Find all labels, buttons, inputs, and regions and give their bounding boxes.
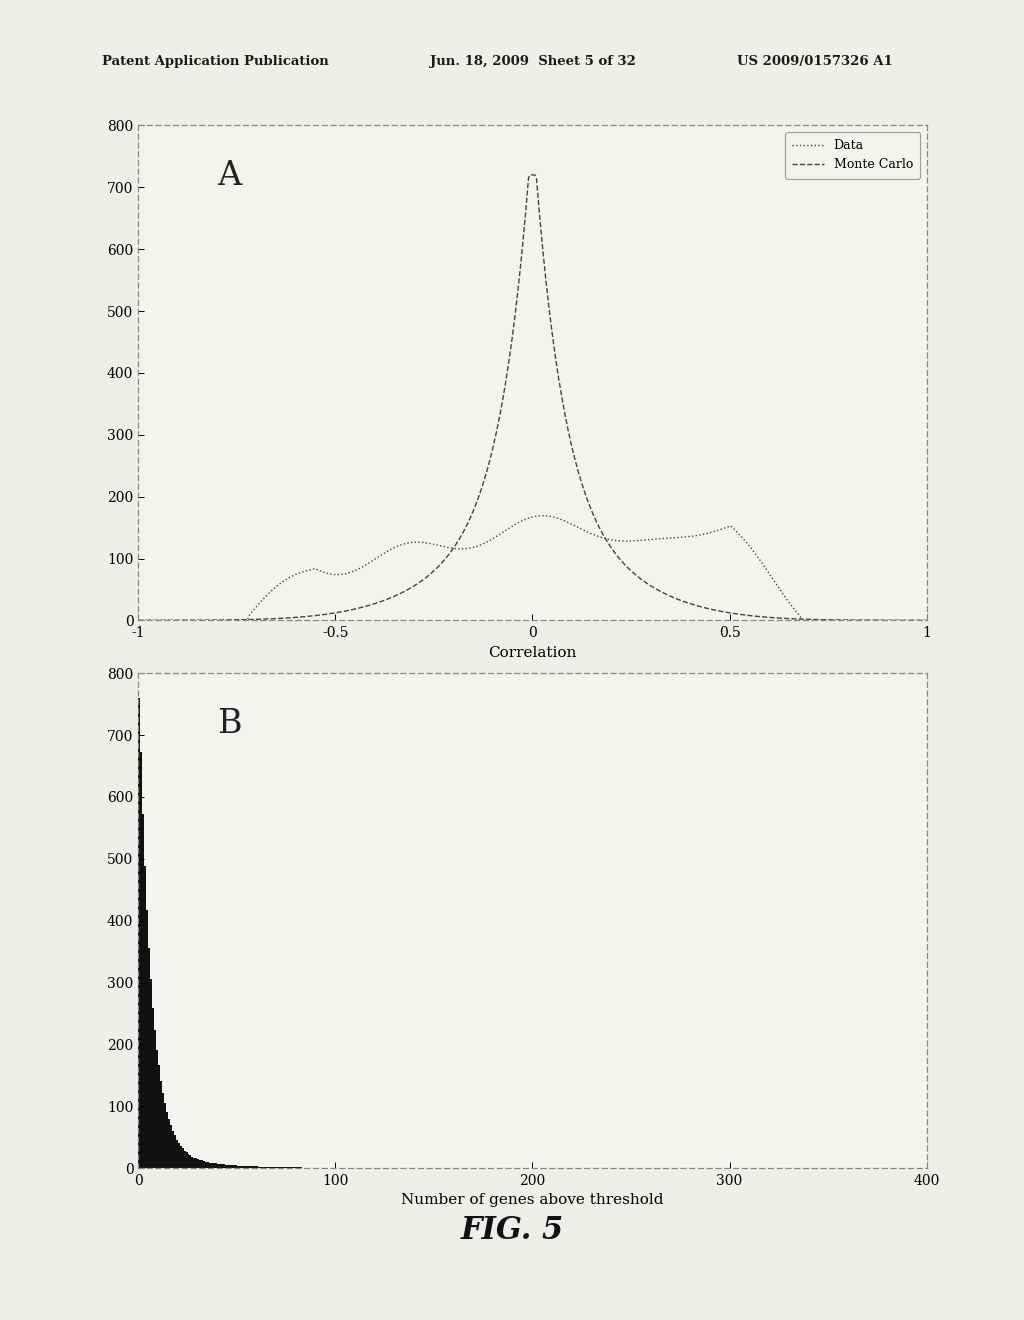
X-axis label: Correlation: Correlation (488, 645, 577, 660)
Bar (258, 1167, 260, 1168)
Bar (211, 1163, 213, 1168)
Data (507, 517, 519, 533)
Monte Carlo (921, 612, 933, 628)
Bar (253, 1167, 255, 1168)
Bar (213, 1163, 215, 1168)
Bar (172, 1131, 174, 1168)
Bar (170, 1126, 172, 1168)
Data (903, 612, 915, 628)
Data (780, 590, 793, 606)
Bar (204, 1162, 205, 1168)
Text: A: A (217, 160, 242, 191)
X-axis label: Number of genes above threshold: Number of genes above threshold (401, 1193, 664, 1208)
Bar (245, 1166, 247, 1168)
Bar (151, 978, 152, 1168)
Bar (187, 1154, 189, 1168)
Data (132, 612, 144, 628)
Monte Carlo (132, 612, 144, 628)
Bar (148, 949, 151, 1168)
Bar (178, 1143, 179, 1168)
Bar (249, 1166, 251, 1168)
Bar (154, 1030, 156, 1168)
Data (537, 508, 549, 524)
Bar (200, 1160, 202, 1168)
Data (511, 515, 523, 531)
Bar (152, 1007, 154, 1168)
Monte Carlo (903, 612, 915, 628)
Bar (183, 1151, 185, 1168)
Line: Data: Data (138, 516, 927, 620)
Monte Carlo (511, 286, 523, 302)
Bar (205, 1162, 207, 1168)
Legend: Data, Monte Carlo: Data, Monte Carlo (784, 132, 921, 180)
Monte Carlo (507, 326, 519, 342)
Data (560, 513, 572, 529)
Text: Jun. 18, 2009  Sheet 5 of 32: Jun. 18, 2009 Sheet 5 of 32 (430, 55, 636, 69)
Bar (185, 1152, 187, 1168)
Bar (144, 866, 146, 1168)
Bar (189, 1155, 191, 1168)
Bar (179, 1146, 181, 1168)
Bar (166, 1111, 168, 1168)
Monte Carlo (780, 611, 793, 627)
Line: Monte Carlo: Monte Carlo (138, 174, 927, 620)
Bar (230, 1166, 232, 1168)
Text: FIG. 5: FIG. 5 (461, 1214, 563, 1246)
Monte Carlo (560, 414, 572, 430)
Bar (164, 1104, 166, 1168)
Bar (174, 1135, 176, 1168)
Bar (232, 1166, 234, 1168)
Bar (241, 1166, 243, 1168)
Bar (176, 1139, 178, 1168)
Bar (243, 1166, 245, 1168)
Bar (194, 1158, 196, 1168)
Bar (142, 814, 144, 1168)
Bar (255, 1167, 256, 1168)
Bar (219, 1164, 221, 1168)
Bar (264, 1167, 266, 1168)
Data (921, 612, 933, 628)
Bar (223, 1164, 225, 1168)
Data (603, 532, 615, 548)
Bar (225, 1164, 227, 1168)
Bar (207, 1162, 209, 1168)
Bar (191, 1156, 194, 1168)
Text: B: B (217, 708, 242, 739)
Bar (168, 1118, 170, 1168)
Bar (229, 1166, 230, 1168)
Bar (251, 1167, 253, 1168)
Bar (217, 1164, 219, 1168)
Bar (215, 1163, 217, 1168)
Text: US 2009/0157326 A1: US 2009/0157326 A1 (737, 55, 893, 69)
Bar (181, 1148, 183, 1168)
Bar (196, 1159, 198, 1168)
Bar (202, 1160, 204, 1168)
Bar (209, 1163, 211, 1168)
Bar (239, 1166, 241, 1168)
Bar (162, 1093, 164, 1168)
Monte Carlo (603, 537, 615, 553)
Bar (234, 1166, 237, 1168)
Bar (256, 1167, 258, 1168)
Bar (266, 1167, 268, 1168)
Bar (262, 1167, 264, 1168)
Bar (146, 911, 148, 1168)
Monte Carlo (524, 166, 537, 182)
Bar (198, 1159, 200, 1168)
Bar (156, 1049, 158, 1168)
Bar (227, 1164, 229, 1168)
Bar (221, 1164, 223, 1168)
Bar (268, 1167, 270, 1168)
Bar (140, 751, 142, 1168)
Bar (260, 1167, 262, 1168)
Text: Patent Application Publication: Patent Application Publication (102, 55, 329, 69)
Bar (237, 1166, 239, 1168)
Bar (158, 1065, 160, 1168)
Bar (160, 1081, 162, 1168)
Bar (138, 698, 140, 1168)
Bar (247, 1166, 249, 1168)
